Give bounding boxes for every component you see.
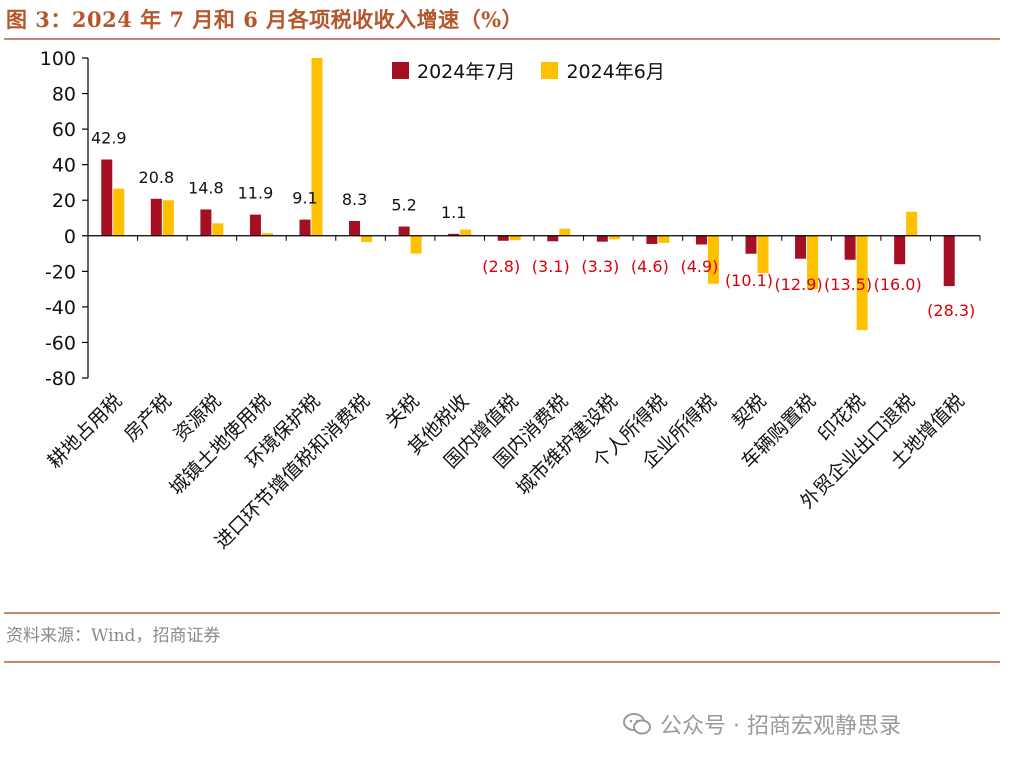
bar-series2 — [311, 58, 323, 236]
data-label: (4.6) — [631, 257, 669, 276]
bar-series2 — [113, 188, 125, 236]
x-category-label: 契税 — [728, 390, 770, 432]
data-label: (16.0) — [874, 275, 922, 294]
y-tick-label: -20 — [45, 261, 76, 283]
bar-series2 — [757, 235, 769, 274]
source-top-rule — [4, 612, 1000, 614]
bar-series2 — [460, 229, 472, 236]
data-label: (12.9) — [775, 275, 823, 294]
x-category-label: 关税 — [381, 390, 423, 432]
x-category-label: 房产税 — [120, 390, 176, 446]
data-label: 11.9 — [238, 184, 274, 203]
y-tick-label: 20 — [52, 190, 76, 212]
bar-series2 — [856, 235, 868, 330]
bar-series1 — [547, 235, 559, 242]
data-label: 14.8 — [188, 178, 224, 197]
data-label: (28.3) — [927, 301, 975, 320]
data-label: (3.3) — [581, 257, 619, 276]
data-label: 20.8 — [139, 168, 175, 187]
bar-series2 — [509, 235, 521, 241]
legend-label-series2: 2024年6月 — [566, 61, 665, 83]
bar-series1 — [695, 235, 707, 245]
bar-series2 — [162, 200, 174, 236]
bar-series1 — [101, 159, 113, 236]
bar-series2 — [559, 228, 571, 236]
y-tick-label: -40 — [45, 297, 76, 319]
legend-swatch-series1 — [392, 62, 409, 79]
bar-series2 — [361, 235, 373, 242]
data-label: (13.5) — [824, 275, 872, 294]
data-label: 9.1 — [292, 189, 317, 208]
figure-title: 图 3：2024 年 7 月和 6 月各项税收收入增速（%） — [6, 7, 524, 32]
data-label: 1.1 — [441, 203, 466, 222]
bar-series2 — [707, 235, 719, 284]
y-tick-label: 80 — [52, 84, 76, 106]
bar-series1 — [150, 198, 162, 236]
bar-series1 — [349, 221, 361, 236]
data-label: 5.2 — [391, 196, 416, 215]
bar-series1 — [943, 235, 955, 287]
bar-series1 — [646, 235, 658, 244]
bar-series1 — [596, 235, 608, 242]
legend-item-series2: 2024年6月 — [541, 57, 665, 84]
bar-series1 — [398, 226, 410, 236]
title-rule — [4, 38, 1000, 40]
x-category-label: 耕地占用税 — [44, 390, 127, 473]
bar-series1 — [497, 235, 509, 241]
data-label: 42.9 — [91, 129, 127, 148]
y-tick-label: 0 — [64, 226, 76, 248]
bar-series2 — [608, 235, 620, 240]
wechat-icon — [623, 713, 651, 735]
bar-series1 — [795, 235, 807, 259]
bar-series2 — [807, 235, 819, 290]
legend-item-series1: 2024年7月 — [392, 57, 515, 84]
bar-chart: 100 80 60 40 20 0 -20 -40 -60 -80 42.9 20.8 14.8 11.9… — [40, 48, 981, 553]
bar-series2 — [261, 233, 273, 236]
legend: 2024年7月 2024年6月 — [392, 57, 665, 84]
y-tick-label: 60 — [52, 119, 76, 141]
data-label: 8.3 — [342, 190, 367, 209]
bar-series1 — [844, 235, 856, 260]
y-tick-label: 40 — [52, 155, 76, 177]
bar-series1 — [249, 214, 261, 236]
bar-series2 — [658, 235, 670, 243]
bar-series1 — [745, 235, 757, 254]
legend-label-series1: 2024年7月 — [417, 61, 516, 83]
bar-series1 — [448, 233, 460, 236]
watermark-text: 公众号 · 招商宏观静思录 — [660, 714, 901, 739]
bar-series2 — [212, 223, 224, 236]
y-tick-label: -80 — [45, 368, 76, 390]
bar-series1 — [894, 235, 906, 265]
data-label: (4.9) — [680, 257, 718, 276]
source-bottom-rule — [4, 661, 1000, 663]
data-label: (10.1) — [725, 271, 773, 290]
source-note: 资料来源：Wind，招商证券 — [6, 626, 221, 646]
bar-series1 — [200, 209, 212, 236]
bar-series1 — [299, 219, 311, 236]
bar-series2 — [906, 211, 918, 236]
legend-swatch-series2 — [541, 62, 559, 79]
data-label: (3.1) — [532, 257, 570, 276]
data-label: (2.8) — [482, 257, 520, 276]
bar-series2 — [410, 235, 422, 254]
y-tick-label: -60 — [45, 332, 76, 354]
watermark: 公众号 · 招商宏观静思录 — [622, 708, 901, 740]
y-tick-label: 100 — [40, 48, 76, 70]
